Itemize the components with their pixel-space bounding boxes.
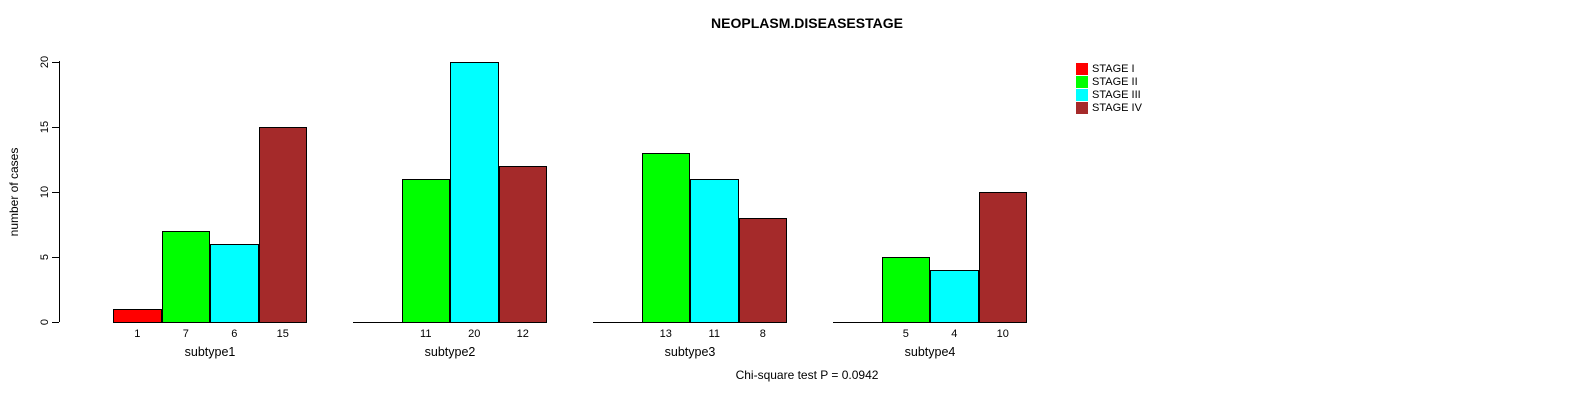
legend-label: STAGE III — [1092, 88, 1141, 101]
y-tick-mark — [52, 62, 59, 63]
y-axis-line — [59, 61, 60, 322]
legend-entry: STAGE II — [1076, 75, 1142, 88]
y-axis-title: number of cases — [7, 147, 21, 237]
category-label-subtype2: subtype2 — [424, 345, 476, 359]
category-label-subtype3: subtype3 — [664, 345, 716, 359]
y-tick-label: 10 — [39, 185, 51, 199]
chi-square-footnote: Chi-square test P = 0.0942 — [735, 368, 879, 382]
bar-stage-ii-subtype1 — [161, 231, 210, 323]
bar-value-label: 13 — [659, 328, 672, 340]
bar-stage-iv-subtype1 — [258, 127, 307, 323]
bar-stage-iii-subtype1 — [210, 244, 259, 323]
legend-swatch-stage-iii — [1076, 88, 1088, 101]
legend: STAGE I STAGE II STAGE III STAGE IV — [1076, 62, 1142, 114]
y-tick-label: 20 — [39, 55, 51, 69]
bar-value-label: 4 — [951, 328, 958, 340]
y-tick-label: 0 — [39, 318, 51, 326]
legend-entry: STAGE I — [1076, 62, 1142, 75]
bar-value-label: 15 — [276, 328, 289, 340]
bar-value-label: 20 — [468, 328, 481, 340]
bar-stage-iv-subtype4 — [978, 192, 1027, 323]
bar-stage-ii-subtype3 — [641, 153, 690, 323]
bar-value-label: 11 — [708, 328, 720, 340]
y-tick-label: 5 — [39, 253, 51, 261]
bar-stage-ii-subtype4 — [881, 257, 930, 323]
category-label-subtype1: subtype1 — [184, 345, 236, 359]
y-tick-mark — [52, 322, 59, 323]
legend-swatch-stage-iv — [1076, 101, 1088, 114]
bar-value-label: 12 — [516, 328, 529, 340]
bar-stage-iv-subtype2 — [498, 166, 547, 323]
bar-value-label: 1 — [134, 328, 141, 340]
bar-value-label: 11 — [420, 328, 432, 340]
chart-title: NEOPLASM.DISEASESTAGE — [711, 15, 903, 31]
bar-stage-iii-subtype3 — [690, 179, 739, 323]
legend-swatch-stage-i — [1076, 62, 1088, 75]
legend-swatch-stage-ii — [1076, 75, 1088, 88]
bar-stage-iv-subtype3 — [738, 218, 787, 323]
legend-entry: STAGE IV — [1076, 101, 1142, 114]
y-tick-mark — [52, 192, 59, 193]
y-tick-label: 15 — [39, 120, 51, 134]
bar-value-label: 10 — [996, 328, 1009, 340]
category-label-subtype4: subtype4 — [904, 345, 956, 359]
bar-stage-ii-subtype2 — [401, 179, 450, 323]
bar-value-label: 7 — [182, 328, 189, 340]
legend-label: STAGE II — [1092, 75, 1138, 88]
y-tick-mark — [52, 257, 59, 258]
legend-label: STAGE I — [1092, 62, 1135, 75]
bar-value-label: 8 — [759, 328, 766, 340]
bar-stage-iii-subtype4 — [930, 270, 979, 323]
y-tick-mark — [52, 127, 59, 128]
bar-stage-iii-subtype2 — [450, 62, 499, 323]
legend-label: STAGE IV — [1092, 101, 1142, 114]
legend-entry: STAGE III — [1076, 88, 1142, 101]
bar-value-label: 6 — [231, 328, 238, 340]
bar-stage-i-subtype1 — [113, 309, 162, 323]
bar-value-label: 5 — [902, 328, 909, 340]
